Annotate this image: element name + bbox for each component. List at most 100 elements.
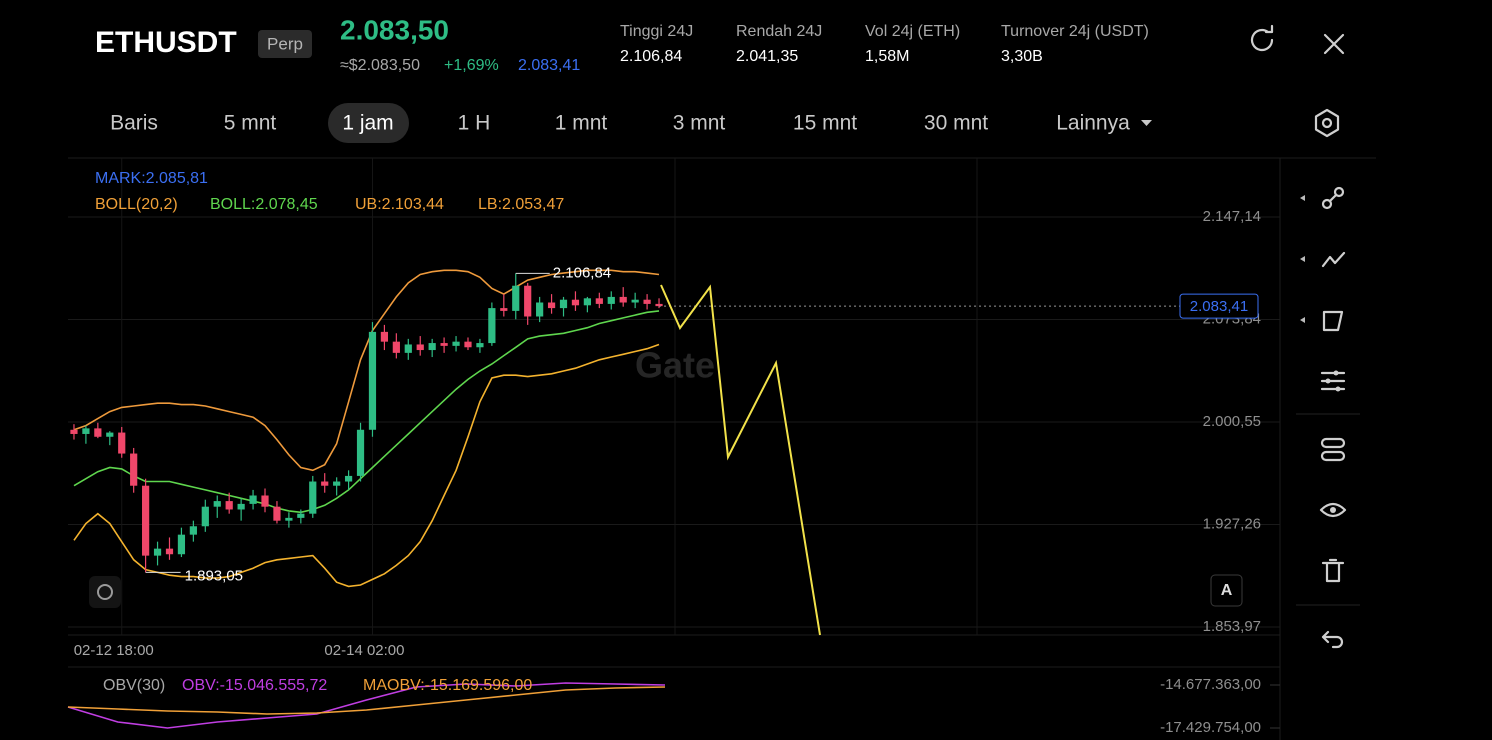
indicator-legend: BOLL(20,2) xyxy=(95,196,178,213)
dropdown-arrow[interactable] xyxy=(1141,120,1152,126)
y-tick-label: 2.000,55 xyxy=(1203,413,1261,430)
candle-body xyxy=(536,302,544,317)
candle-body xyxy=(512,285,520,311)
timeframe-tab[interactable]: 5 mnt xyxy=(224,112,277,135)
share-icon[interactable] xyxy=(1250,24,1274,52)
candle-body xyxy=(189,526,197,535)
indicator-legend: MARK:2.085,81 xyxy=(95,170,208,187)
stat-label: Turnover 24j (USDT) xyxy=(1001,23,1149,40)
candle-body xyxy=(333,481,341,486)
candle-body xyxy=(464,341,472,348)
timeframe-tab[interactable]: Lainnya xyxy=(1056,112,1130,135)
candle-body xyxy=(416,344,424,351)
candle-body xyxy=(440,343,448,346)
undo-tool[interactable] xyxy=(1321,630,1344,649)
approx-price: ≈$2.083,50 xyxy=(340,57,420,74)
expand-arrow xyxy=(1300,256,1305,262)
expand-arrow xyxy=(1300,195,1305,201)
timeframe-tab[interactable]: 1 mnt xyxy=(555,112,608,135)
candle-body xyxy=(118,432,126,454)
candle-body xyxy=(559,299,568,309)
close-icon[interactable] xyxy=(1323,33,1345,55)
stat-label: Vol 24j (ETH) xyxy=(865,23,960,40)
candle-body xyxy=(607,296,615,304)
stat-value: 2.041,35 xyxy=(736,48,798,65)
visibility-tool[interactable] xyxy=(1319,502,1347,518)
candle-body xyxy=(583,298,591,306)
candle-body xyxy=(452,341,460,346)
x-tick-label: 02-12 18:00 xyxy=(74,642,154,659)
y-tick-label: 2.147,14 xyxy=(1203,208,1261,225)
obv-chart: -14.677.363,00 -17.429.754,00 OBV(30) OBV:-… xyxy=(67,676,1280,736)
candle-body xyxy=(142,485,150,556)
price: 2.083,50 xyxy=(340,14,449,45)
candle-body xyxy=(571,299,580,306)
main-chart: 2.147,142.073,842.000,551.927,261.853,97… xyxy=(68,158,1280,659)
bollinger-band xyxy=(73,343,660,588)
candle-body xyxy=(344,475,353,482)
indicator-legend: UB:2.103,44 xyxy=(355,196,444,213)
candle-body xyxy=(524,285,532,317)
active-tab-bg xyxy=(328,103,409,143)
badge-bg xyxy=(258,30,312,58)
candle-body xyxy=(309,481,317,514)
candle-body xyxy=(70,429,78,434)
stat-label: Rendah 24J xyxy=(736,23,822,40)
candle-body xyxy=(297,513,305,518)
obv-line xyxy=(67,686,666,715)
timeframe-tab[interactable]: Baris xyxy=(110,112,158,135)
settings-icon[interactable] xyxy=(1314,108,1340,138)
candle-body xyxy=(500,308,508,311)
min-label: 1.893,05 xyxy=(185,567,243,584)
mark-price: 2.083,41 xyxy=(518,57,580,74)
candle-body xyxy=(165,548,174,555)
candle-body xyxy=(261,495,269,507)
auto-button[interactable]: A xyxy=(1221,582,1233,599)
candle-body xyxy=(392,341,400,353)
y-tick-label: -14.677.363,00 xyxy=(1160,676,1261,693)
change: +1,69% xyxy=(444,57,499,74)
candle-body xyxy=(595,298,603,304)
watermark-group: Gate xyxy=(635,345,715,386)
stat-value: 2.106,84 xyxy=(620,48,682,65)
candle-body xyxy=(225,501,233,510)
trendline-tool[interactable] xyxy=(1321,186,1345,210)
candle-body xyxy=(273,506,281,521)
chart-logo[interactable] xyxy=(89,576,121,608)
candle-body xyxy=(130,453,138,486)
last-price-box xyxy=(1179,293,1259,319)
candle-body xyxy=(153,548,162,556)
candle-body xyxy=(285,517,293,521)
shape-tool[interactable] xyxy=(1322,310,1344,332)
candle-body xyxy=(476,343,484,348)
candle-body xyxy=(82,428,90,434)
badge: Perp xyxy=(267,34,303,53)
candle-body xyxy=(213,501,221,507)
timeframe-tab[interactable]: 15 mnt xyxy=(793,112,857,135)
timeframe-tab[interactable]: 30 mnt xyxy=(924,112,988,135)
obv-title: OBV(30) xyxy=(103,677,165,694)
indicator-tool[interactable] xyxy=(1320,370,1346,392)
symbol[interactable]: ETHUSDT xyxy=(95,26,237,59)
y-tick-label: 1.927,26 xyxy=(1203,515,1261,532)
delete-tool[interactable] xyxy=(1321,558,1345,583)
auto-button-bg[interactable] xyxy=(1210,574,1243,607)
candle-body xyxy=(643,299,651,304)
last-price-label: 2.083,41 xyxy=(1190,298,1248,315)
timeframe-tab[interactable]: 1 H xyxy=(458,112,491,135)
stat-label: Tinggi 24J xyxy=(620,23,693,40)
timeframe-tab[interactable]: 3 mnt xyxy=(673,112,726,135)
stat-value: 1,58M xyxy=(865,48,909,65)
user-drawing[interactable] xyxy=(660,284,821,636)
template-tool[interactable] xyxy=(1320,437,1346,462)
candle-body xyxy=(547,302,556,309)
stat-value: 3,30B xyxy=(1001,48,1043,65)
indicator-legend: BOLL:2.078,45 xyxy=(210,196,318,213)
expand-arrow xyxy=(1300,317,1305,323)
candle-body xyxy=(368,331,377,430)
legend-entry: OBV:-15.046.555,72 xyxy=(182,677,327,694)
timeframe-tab[interactable]: 1 jam xyxy=(342,112,393,135)
candle-body xyxy=(249,495,257,504)
fib-tool[interactable] xyxy=(1321,251,1346,268)
